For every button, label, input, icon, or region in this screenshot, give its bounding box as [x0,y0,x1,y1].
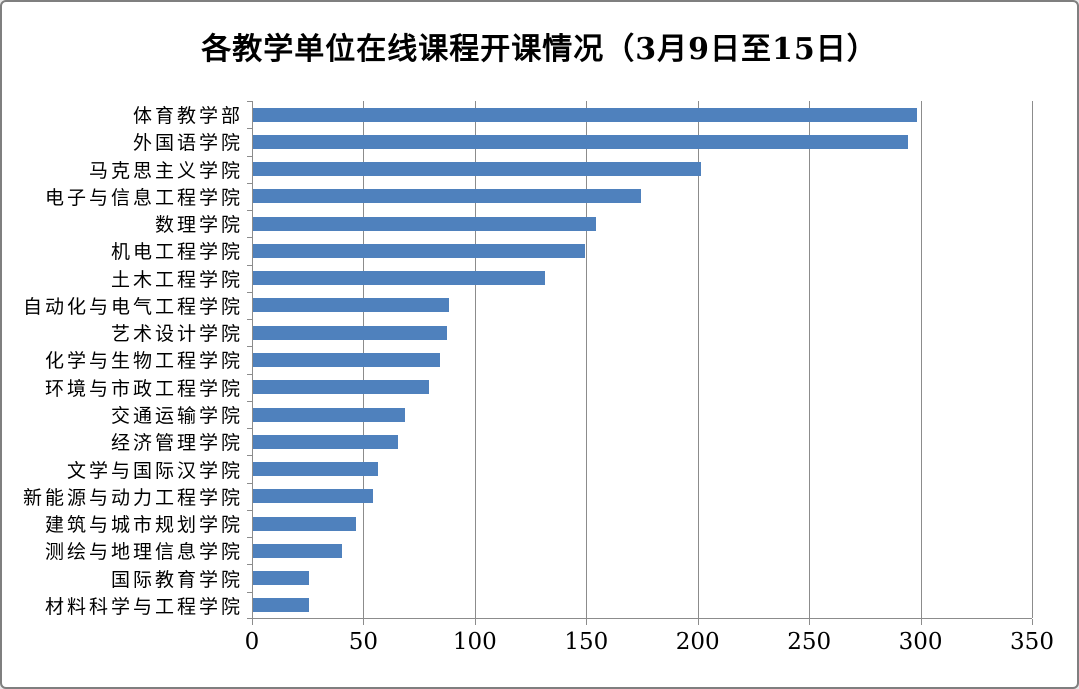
y-axis-tick [247,156,252,157]
category-label: 新能源与动力工程学院 [22,486,243,509]
bar [253,462,378,477]
x-tick-label: 150 [564,629,609,655]
gridline [920,101,922,618]
x-tick-label: 250 [787,629,832,655]
bar [253,107,918,122]
category-label: 数理学院 [154,214,243,237]
y-axis-tick [247,183,252,184]
y-axis-tick [247,428,252,429]
x-axis-tick [809,619,811,625]
bar [253,516,356,531]
gridline [809,101,811,618]
category-label: 经济管理学院 [110,432,243,455]
y-axis-tick [247,618,252,619]
bar [253,162,701,177]
gridline [1032,101,1033,618]
y-axis-tick [247,510,252,511]
bar [253,434,398,449]
category-label: 马克思主义学院 [88,159,243,182]
y-axis-tick [247,483,252,484]
category-label: 机电工程学院 [110,241,243,264]
bar [253,216,597,231]
x-tick-label: 350 [1010,629,1054,655]
y-axis-tick [247,128,252,129]
category-label: 测绘与地理信息学院 [44,541,243,564]
value-axis: 0 50 100 150 200 250 300 350 [245,629,1054,663]
category-label: 国际教育学院 [110,568,243,591]
category-label: 艺术设计学院 [110,323,243,346]
x-axis-tick [920,619,922,625]
y-axis-tick [247,537,252,538]
plot-area [247,101,1033,625]
y-axis-tick [247,455,252,456]
category-label: 化学与生物工程学院 [44,350,243,373]
x-tick-label: 300 [898,629,943,655]
category-axis: 体育教学部外国语学院马克思主义学院电子与信息工程学院数理学院机电工程学院 土木工程… [2,101,252,619]
x-axis-tick [252,619,253,625]
category-label: 外国语学院 [132,132,243,155]
bar [253,543,343,558]
bar [253,571,309,586]
y-axis-tick [247,319,252,320]
y-axis-tick [247,210,252,211]
y-axis-tick [247,346,252,347]
y-axis-tick [247,592,252,593]
bar [253,134,909,149]
category-label: 环境与市政工程学院 [44,377,243,400]
bar [253,325,447,340]
y-axis-tick [247,265,252,266]
y-axis-tick [247,237,252,238]
x-tick-label: 50 [348,629,379,655]
bar [253,380,430,395]
y-axis-tick [247,564,252,565]
category-label: 材料科学与工程学院 [44,595,243,618]
y-axis-tick [247,374,252,375]
category-label: 建筑与城市规划学院 [44,514,243,537]
category-label: 土木工程学院 [110,268,243,291]
x-axis-tick [586,619,588,625]
x-axis-tick [363,619,365,625]
chart-title: 各教学单位在线课程开课情况（3月9日至15日） [201,32,878,67]
category-label: 文学与国际汉学院 [66,459,243,482]
x-tick-label: 200 [675,629,720,655]
gridline [474,101,476,618]
bar [253,271,545,286]
bar [253,243,586,258]
category-label: 自动化与电气工程学院 [22,295,243,318]
bar [253,353,441,367]
bar [253,598,309,613]
y-axis-tick [247,101,252,102]
x-axis-tick [697,619,699,625]
gridline [586,101,588,618]
x-axis-tick [1032,619,1033,625]
x-tick-label: 100 [452,629,497,655]
x-tick-label: 0 [244,629,260,655]
y-axis-tick [247,401,252,402]
bar [253,298,450,313]
y-axis-tick [247,292,252,293]
bar [253,189,641,204]
category-label: 体育教学部 [132,105,243,128]
bar [253,407,405,422]
x-axis-tick [474,619,476,625]
category-label: 交通运输学院 [110,405,243,428]
bar [253,489,374,504]
category-label: 电子与信息工程学院 [44,186,243,209]
gridline [697,101,699,618]
